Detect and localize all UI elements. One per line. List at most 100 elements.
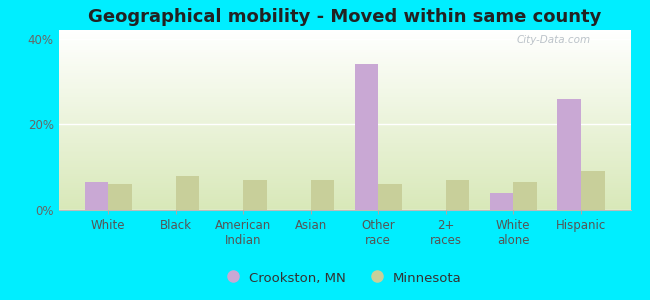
Bar <box>58 179 630 181</box>
Bar <box>58 107 630 109</box>
Bar <box>58 129 630 131</box>
Bar <box>58 165 630 167</box>
Bar <box>58 84 630 86</box>
Bar <box>58 188 630 190</box>
Bar <box>58 48 630 50</box>
Bar <box>58 34 630 35</box>
Bar <box>58 147 630 149</box>
Bar <box>58 185 630 187</box>
Bar <box>58 68 630 70</box>
Bar <box>58 131 630 133</box>
Bar <box>58 75 630 77</box>
Bar <box>58 196 630 197</box>
Bar <box>58 44 630 46</box>
Bar <box>58 89 630 91</box>
Bar <box>58 140 630 142</box>
Bar <box>58 37 630 39</box>
Bar <box>58 106 630 107</box>
Bar <box>176 176 200 210</box>
Bar <box>58 208 630 210</box>
Bar <box>58 50 630 52</box>
Bar <box>58 82 630 84</box>
Bar <box>58 203 630 205</box>
Bar <box>58 174 630 176</box>
Bar <box>58 178 630 179</box>
Bar <box>58 73 630 75</box>
Bar <box>58 205 630 206</box>
Bar <box>58 149 630 151</box>
Bar <box>58 152 630 154</box>
Bar <box>58 142 630 143</box>
Bar <box>58 104 630 106</box>
Bar <box>58 95 630 97</box>
Bar <box>58 158 630 160</box>
Bar <box>557 99 581 210</box>
Bar <box>58 170 630 172</box>
Bar <box>58 127 630 129</box>
Bar <box>58 80 630 82</box>
Bar <box>58 206 630 208</box>
Title: Geographical mobility - Moved within same county: Geographical mobility - Moved within sam… <box>88 8 601 26</box>
Bar <box>58 88 630 89</box>
Bar <box>58 169 630 170</box>
Bar <box>58 197 630 199</box>
Bar <box>58 136 630 138</box>
Bar <box>58 172 630 174</box>
Bar <box>58 115 630 116</box>
Bar <box>489 193 514 210</box>
Bar <box>58 59 630 61</box>
Bar <box>58 97 630 98</box>
Bar <box>58 71 630 73</box>
Bar <box>58 154 630 156</box>
Bar <box>58 35 630 37</box>
Bar <box>58 120 630 122</box>
Bar <box>58 201 630 203</box>
Bar <box>58 93 630 95</box>
Bar <box>58 77 630 79</box>
Bar <box>58 113 630 115</box>
Bar <box>581 171 604 210</box>
Bar <box>58 122 630 124</box>
Bar <box>58 62 630 64</box>
Bar <box>58 55 630 57</box>
Bar <box>108 184 132 210</box>
Bar <box>58 30 630 32</box>
Bar <box>58 145 630 147</box>
Bar <box>355 64 378 210</box>
Bar <box>378 184 402 210</box>
Bar <box>58 102 630 104</box>
Bar <box>58 163 630 165</box>
Legend: Crookston, MN, Minnesota: Crookston, MN, Minnesota <box>222 266 467 290</box>
Bar <box>58 109 630 111</box>
Bar <box>58 116 630 118</box>
Text: City-Data.com: City-Data.com <box>516 35 590 45</box>
Bar <box>58 183 630 185</box>
Bar <box>58 46 630 48</box>
Bar <box>311 180 334 210</box>
Bar <box>58 52 630 53</box>
Bar <box>58 192 630 194</box>
Bar <box>58 64 630 66</box>
Bar <box>514 182 537 210</box>
Bar <box>58 156 630 158</box>
Bar <box>58 41 630 43</box>
Bar <box>58 161 630 163</box>
Bar <box>58 91 630 93</box>
Bar <box>58 138 630 140</box>
Bar <box>58 160 630 161</box>
Bar <box>58 53 630 55</box>
Bar <box>58 98 630 100</box>
Bar <box>58 176 630 178</box>
Bar <box>58 190 630 192</box>
Bar <box>58 43 630 44</box>
Bar <box>243 180 267 210</box>
Bar <box>58 167 630 169</box>
Bar <box>58 118 630 120</box>
Bar <box>58 143 630 145</box>
Bar <box>58 199 630 201</box>
Bar <box>58 57 630 59</box>
Bar <box>446 180 469 210</box>
Bar <box>58 187 630 188</box>
Bar <box>58 39 630 41</box>
Bar <box>58 86 630 88</box>
